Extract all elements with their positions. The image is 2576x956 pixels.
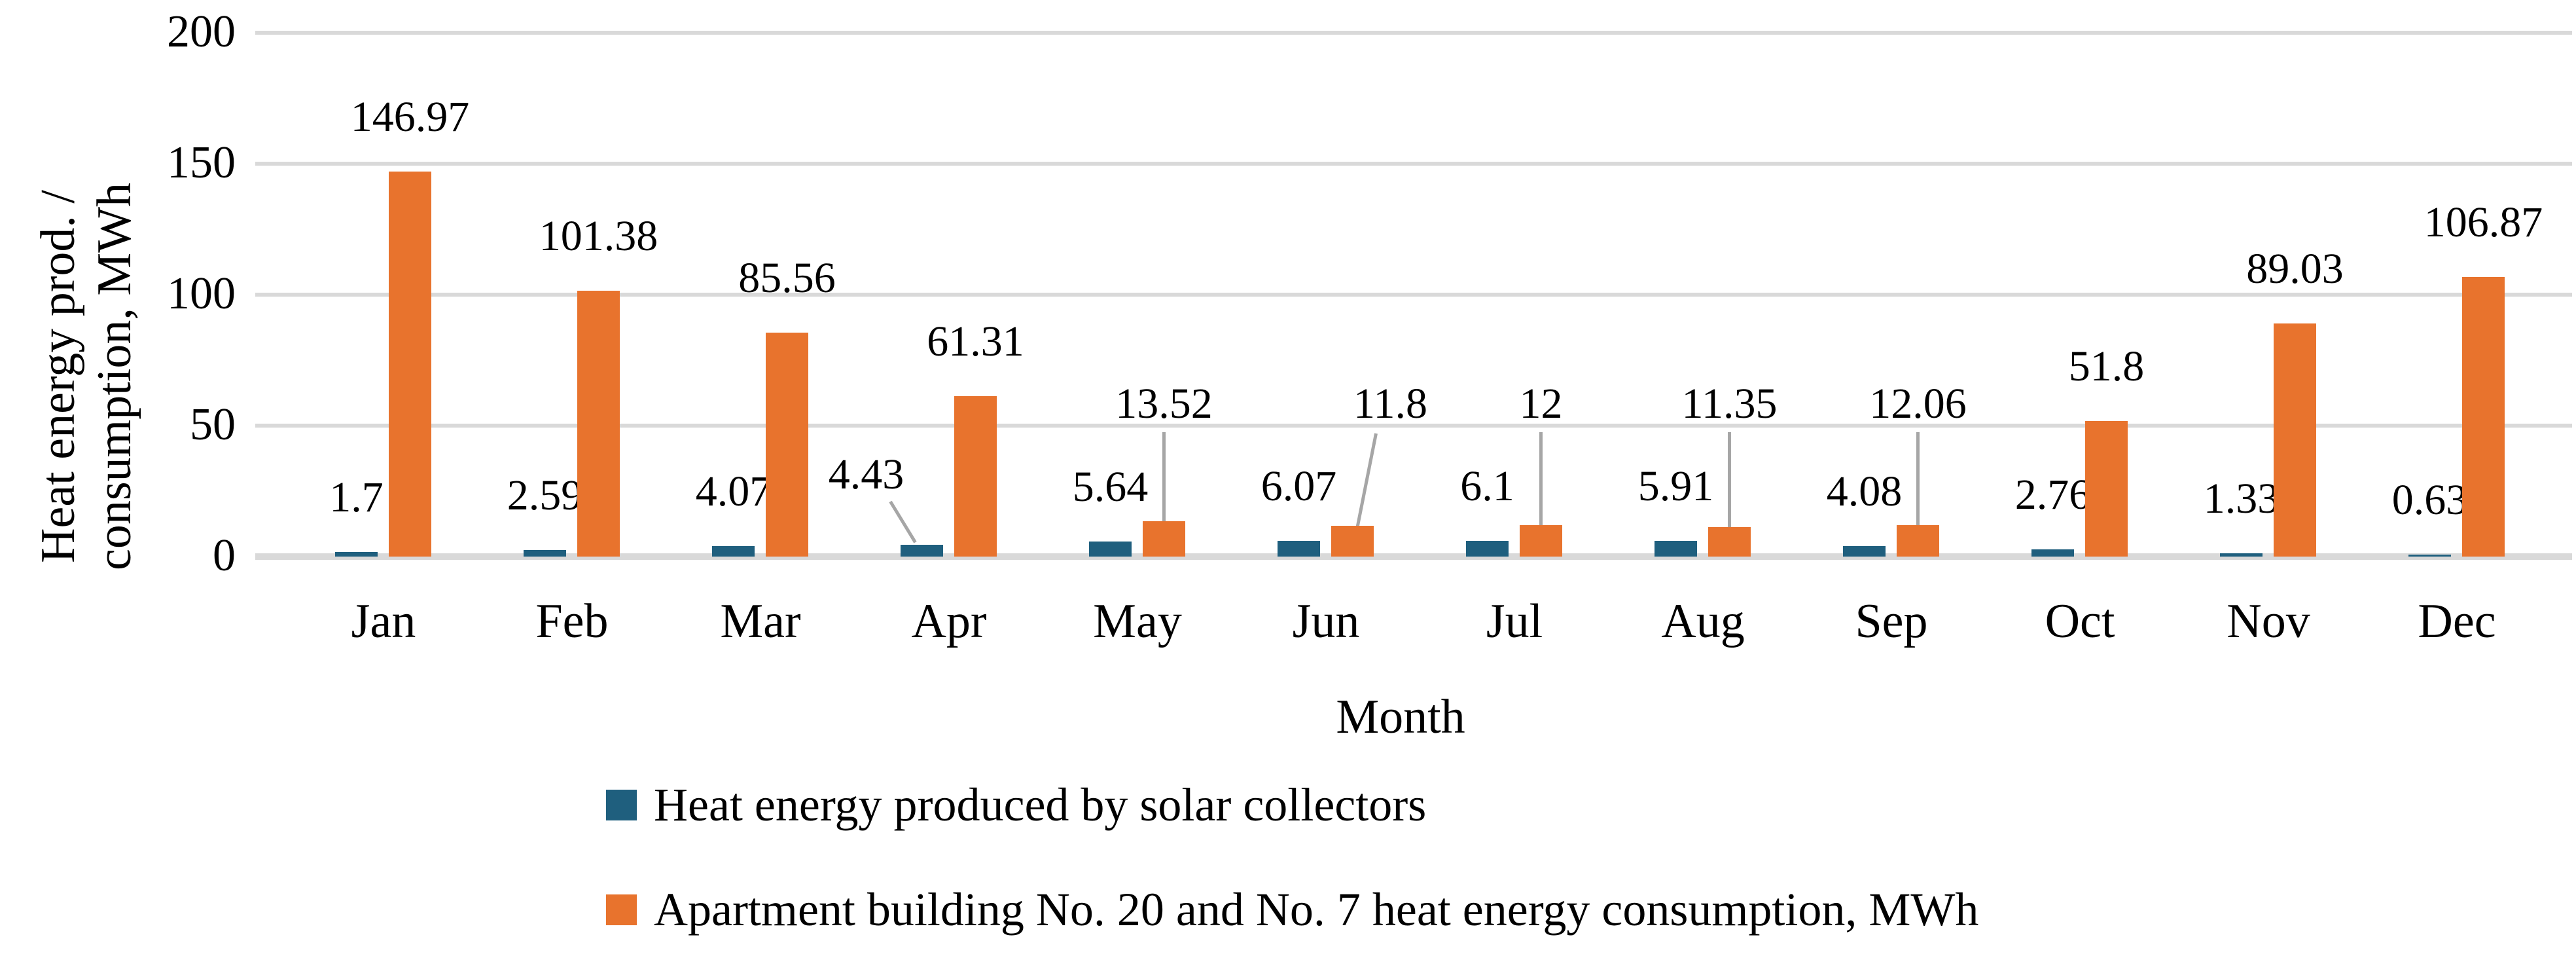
x-category-label: Jul bbox=[1486, 595, 1543, 648]
bar-solar-Sep bbox=[1843, 545, 1886, 557]
data-label: 101.38 bbox=[539, 212, 658, 261]
data-label: 5.91 bbox=[1637, 462, 1714, 511]
bar-solar-Jan bbox=[335, 552, 378, 557]
legend: Heat energy produced by solar collectors… bbox=[606, 779, 1979, 956]
data-label: 11.35 bbox=[1681, 380, 1778, 428]
label-leader-line bbox=[889, 500, 917, 543]
data-label: 89.03 bbox=[2246, 244, 2344, 293]
data-label: 2.59 bbox=[507, 471, 583, 519]
x-category-label: Nov bbox=[2227, 595, 2310, 648]
y-tick-label: 200 bbox=[167, 7, 236, 57]
gridline bbox=[255, 31, 2572, 35]
x-axis-line bbox=[255, 553, 2572, 560]
data-label: 6.1 bbox=[1460, 462, 1514, 510]
y-tick-label: 100 bbox=[167, 268, 236, 319]
bar-consumption-Feb bbox=[577, 291, 620, 557]
bar-consumption-Nov bbox=[2274, 323, 2316, 557]
bar-consumption-Aug bbox=[1708, 526, 1751, 557]
legend-label-consumption: Apartment building No. 20 and No. 7 heat… bbox=[654, 883, 1979, 936]
bar-solar-May bbox=[1089, 542, 1132, 557]
bar-consumption-Mar bbox=[766, 332, 808, 557]
y-axis-title-line2: consumption, MWh bbox=[88, 183, 141, 570]
x-category-label: Aug bbox=[1661, 595, 1745, 648]
bar-solar-Jul bbox=[1466, 540, 1509, 557]
bar-consumption-Jan bbox=[389, 172, 431, 557]
data-label: 4.43 bbox=[828, 450, 904, 498]
x-category-label: Feb bbox=[535, 595, 609, 648]
gridline bbox=[255, 293, 2572, 297]
bar-solar-Feb bbox=[524, 549, 566, 557]
legend-label-solar: Heat energy produced by solar collectors bbox=[654, 779, 1427, 831]
data-label: 4.07 bbox=[695, 467, 772, 515]
bar-solar-Jun bbox=[1278, 540, 1320, 557]
data-label: 146.97 bbox=[350, 93, 470, 141]
y-tick-label: 50 bbox=[190, 399, 236, 450]
bar-consumption-Jul bbox=[1520, 525, 1562, 557]
bar-consumption-Oct bbox=[2085, 420, 2128, 557]
bar-consumption-Dec bbox=[2462, 276, 2505, 557]
gridline bbox=[255, 424, 2572, 428]
y-axis-title-line1: Heat energy prod. / bbox=[31, 190, 85, 563]
data-label: 4.08 bbox=[1826, 467, 1903, 515]
x-category-label: Apr bbox=[911, 595, 987, 648]
x-category-label: Sep bbox=[1855, 595, 1928, 648]
data-label: 61.31 bbox=[927, 317, 1024, 365]
data-label: 51.8 bbox=[2068, 342, 2145, 390]
data-label: 1.7 bbox=[329, 473, 384, 522]
bar-solar-Aug bbox=[1655, 541, 1697, 557]
data-label: 12.06 bbox=[1869, 380, 1967, 428]
data-label: 106.87 bbox=[2424, 198, 2543, 246]
legend-swatch-solar-icon bbox=[606, 789, 637, 820]
legend-item-solar: Heat energy produced by solar collectors bbox=[606, 779, 1978, 831]
data-label: 6.07 bbox=[1261, 462, 1337, 510]
x-category-label: Jun bbox=[1292, 595, 1360, 648]
data-label: 0.63 bbox=[2391, 476, 2468, 524]
data-label: 13.52 bbox=[1115, 380, 1213, 428]
data-label: 11.8 bbox=[1353, 380, 1428, 428]
bar-solar-Mar bbox=[712, 545, 755, 557]
x-category-label: May bbox=[1093, 595, 1182, 648]
x-category-label: Jan bbox=[351, 595, 416, 648]
bar-consumption-May bbox=[1143, 521, 1185, 557]
data-label: 1.33 bbox=[2203, 474, 2280, 523]
x-category-label: Mar bbox=[720, 595, 801, 648]
bar-solar-Dec bbox=[2408, 555, 2451, 557]
bar-solar-Nov bbox=[2220, 553, 2263, 557]
data-label: 2.76 bbox=[2014, 470, 2091, 519]
y-tick-label: 0 bbox=[213, 530, 236, 581]
bar-consumption-Sep bbox=[1897, 524, 1939, 557]
legend-item-consumption: Apartment building No. 20 and No. 7 heat… bbox=[606, 883, 1979, 936]
legend-swatch-consumption-icon bbox=[606, 894, 637, 925]
data-label: 5.64 bbox=[1072, 463, 1149, 511]
data-label: 85.56 bbox=[738, 253, 836, 302]
bar-consumption-Apr bbox=[954, 395, 997, 557]
gridline bbox=[255, 162, 2572, 166]
bar-solar-Oct bbox=[2031, 549, 2074, 557]
bar-consumption-Jun bbox=[1331, 525, 1374, 557]
bar-solar-Apr bbox=[901, 545, 943, 557]
y-tick-label: 150 bbox=[167, 138, 236, 188]
x-axis-title: Month bbox=[1336, 690, 1465, 744]
data-label: 12 bbox=[1519, 380, 1563, 428]
x-category-label: Oct bbox=[2045, 595, 2115, 648]
x-category-label: Dec bbox=[2418, 595, 2496, 648]
